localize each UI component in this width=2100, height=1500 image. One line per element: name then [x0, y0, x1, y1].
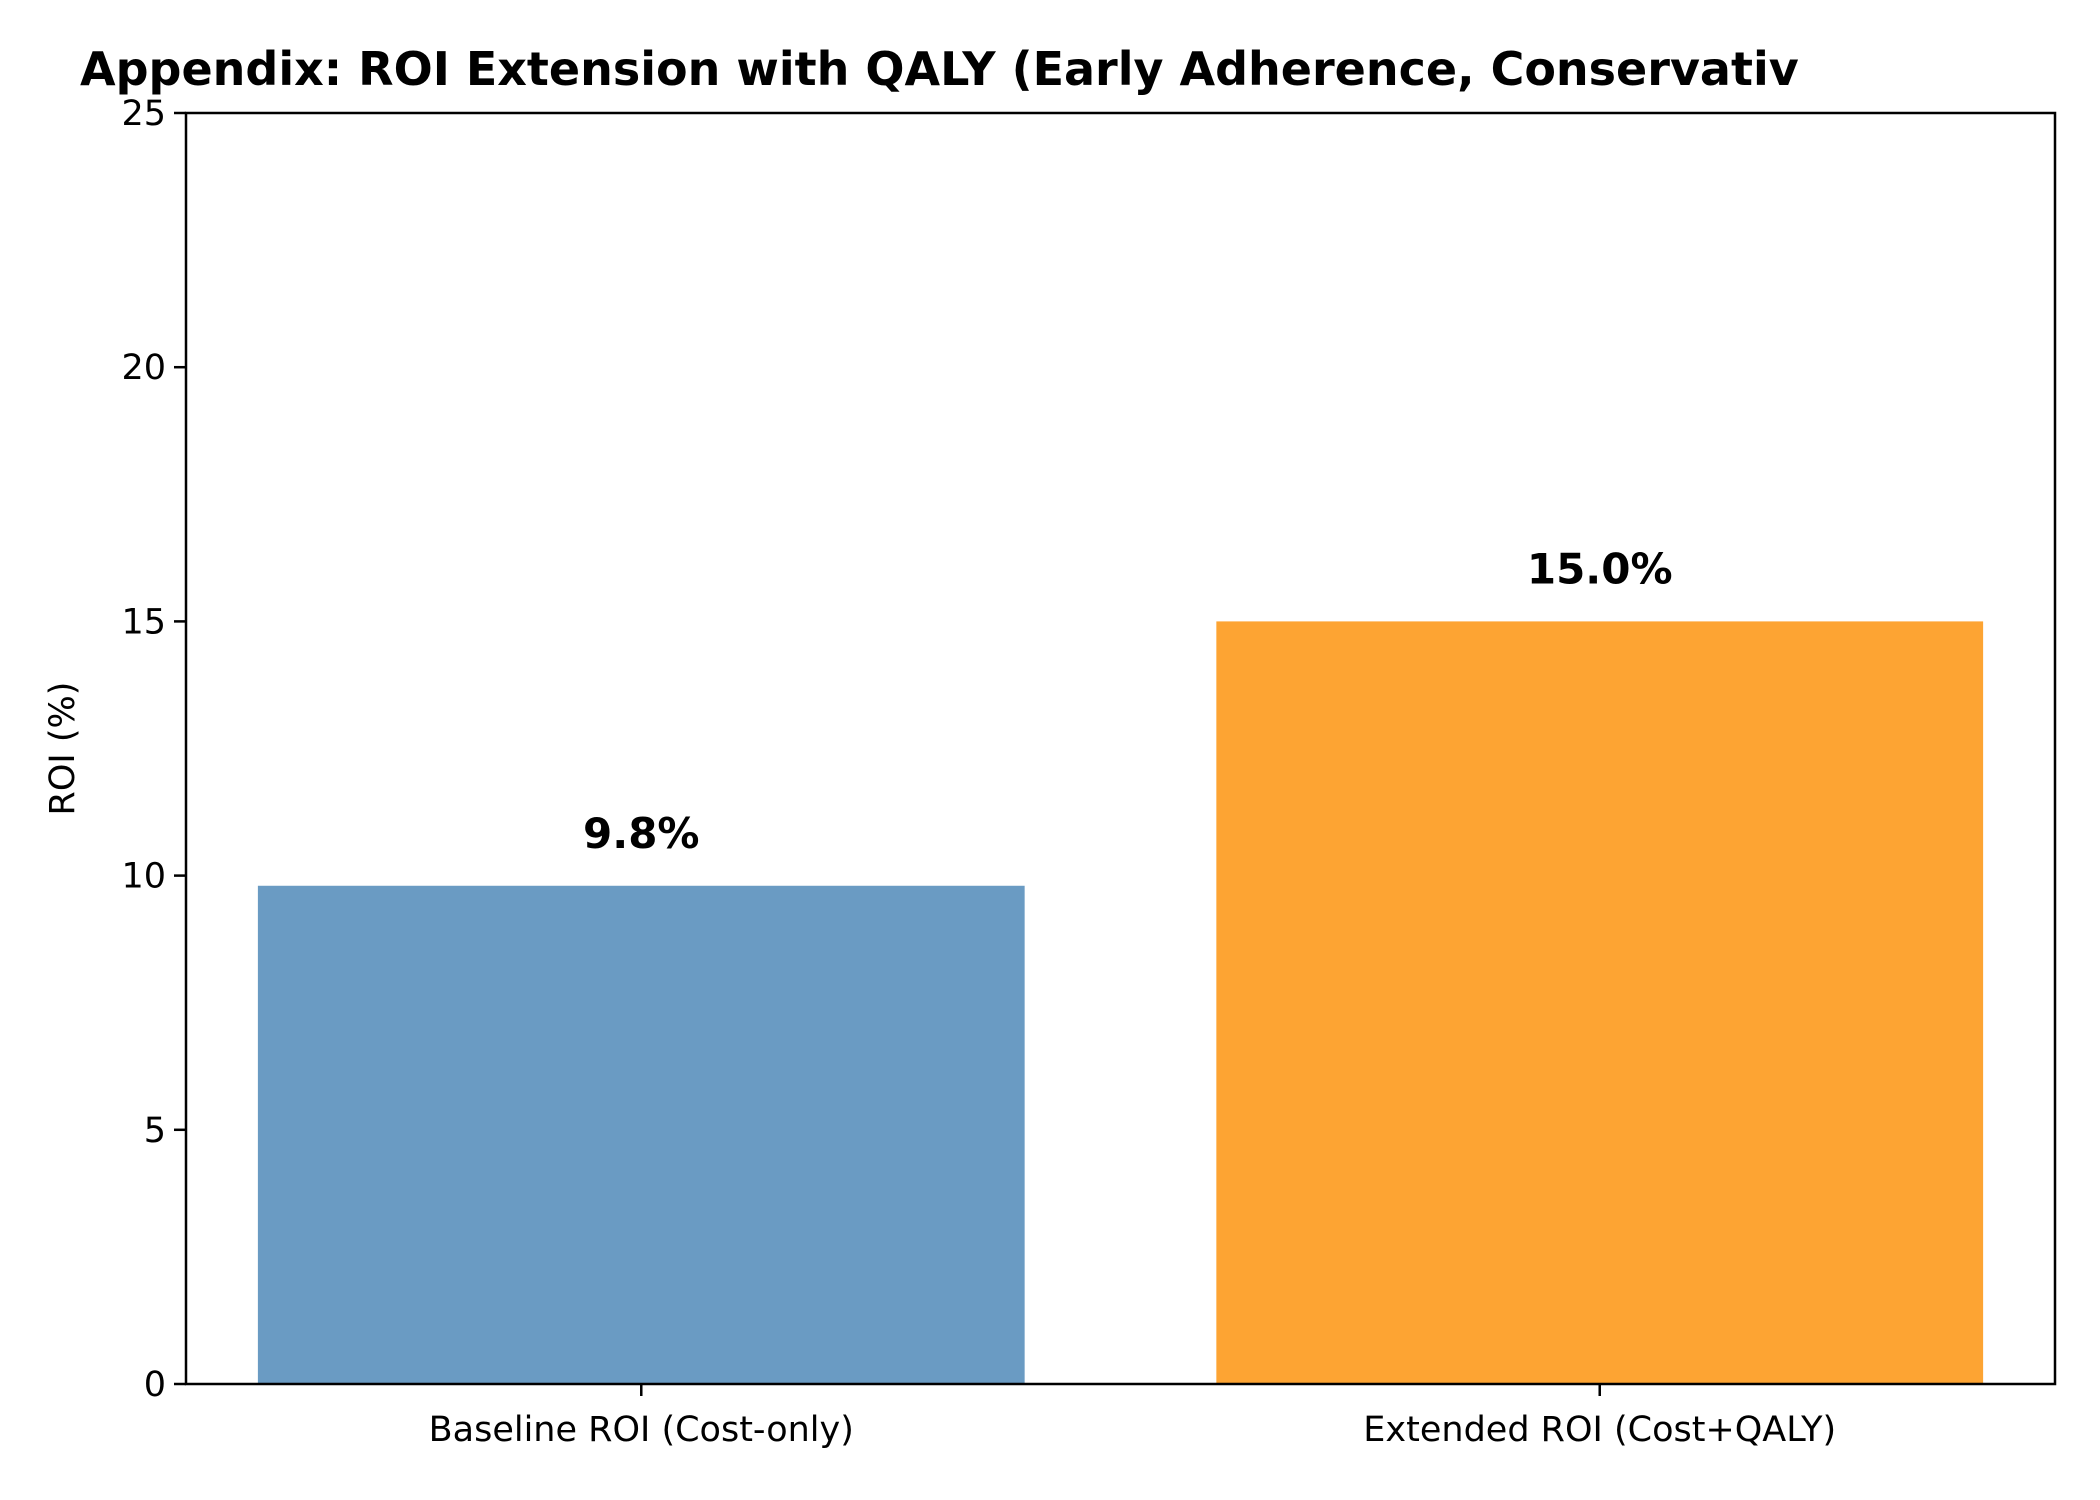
y-tick-label: 20 — [121, 348, 166, 388]
data-label: 9.8% — [583, 809, 699, 858]
x-tick-label: Baseline ROI (Cost-only) — [429, 1410, 854, 1450]
bars-group — [257, 621, 1984, 1384]
data-label: 15.0% — [1527, 544, 1673, 593]
y-tick-label: 10 — [121, 857, 166, 897]
bar-baseline — [257, 885, 1025, 1384]
y-tick-label: 15 — [121, 602, 166, 642]
y-tick-label: 0 — [144, 1365, 166, 1405]
y-axis-label: ROI (%) — [43, 682, 83, 816]
y-tick-label: 25 — [121, 94, 166, 134]
y-axis: 0 5 10 15 20 25 — [121, 94, 186, 1405]
y-tick-label: 5 — [144, 1111, 166, 1151]
bar-extended — [1216, 621, 1984, 1384]
chart-title: Appendix: ROI Extension with QALY (Early… — [80, 42, 1799, 96]
x-axis: Baseline ROI (Cost-only) Extended ROI (Co… — [429, 1384, 1836, 1450]
plot-area-frame — [184, 111, 2057, 1386]
x-tick-label: Extended ROI (Cost+QALY) — [1363, 1410, 1836, 1450]
data-labels-group: 9.8% 15.0% — [583, 544, 1673, 857]
